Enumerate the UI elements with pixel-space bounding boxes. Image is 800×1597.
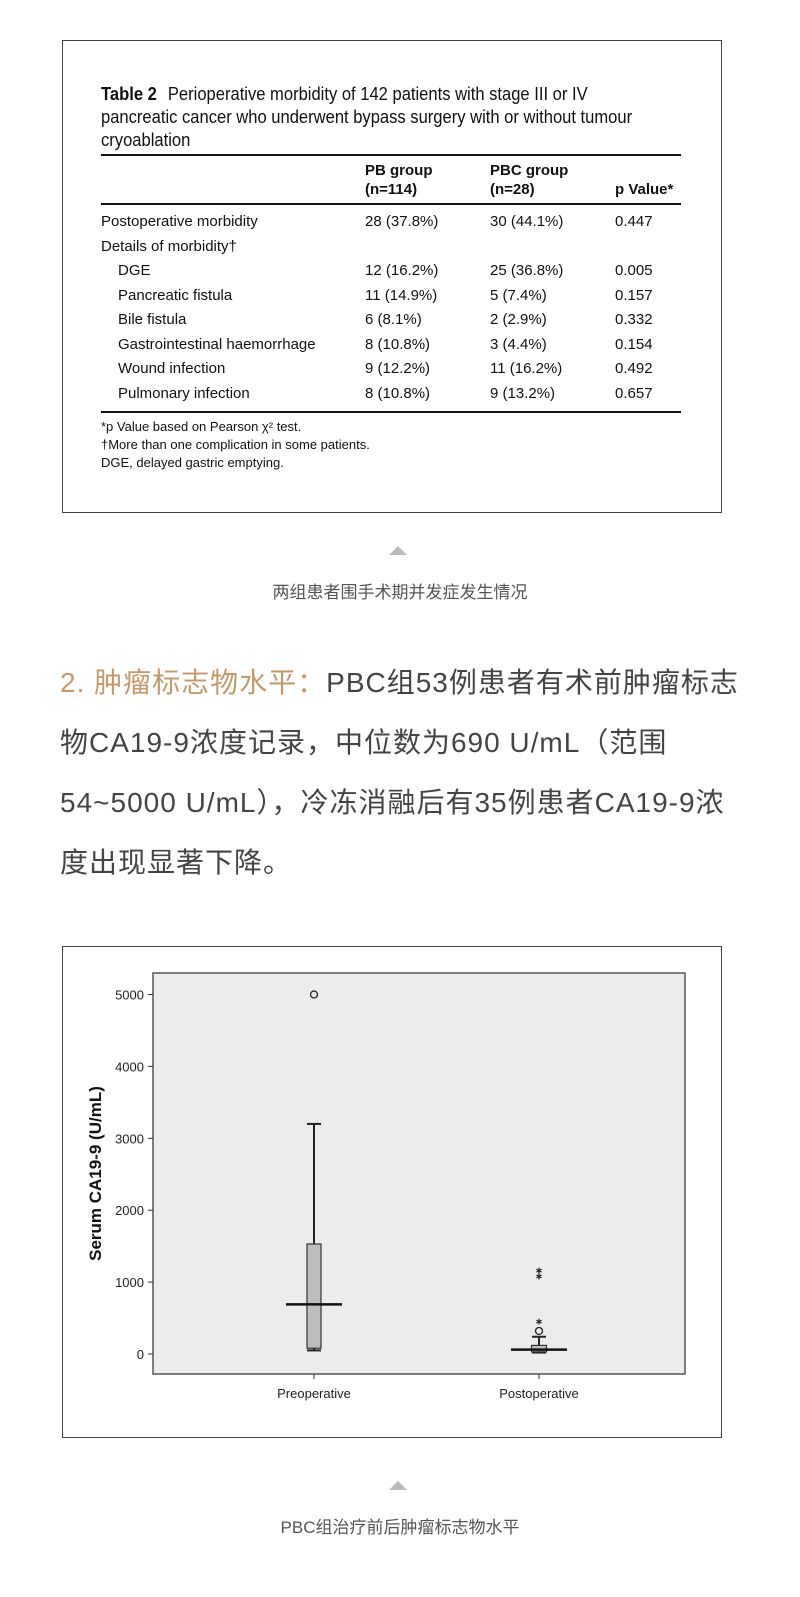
footnotes: *p Value based on Pearson χ² test. †More… — [101, 418, 370, 472]
y-tick-label: 0 — [137, 1347, 144, 1362]
table-caption: Table 2 Perioperative morbidity of 142 pa… — [101, 83, 653, 152]
caption-triangle-icon — [389, 1481, 407, 1490]
table-top-rule — [101, 154, 681, 156]
outlier-circle — [534, 1326, 544, 1336]
table-row: Gastrointestinal haemorrhage 8 (10.8%) 3 (… — [101, 336, 681, 356]
outlier-circle — [309, 990, 319, 999]
cell-p: 0.157 — [615, 286, 653, 304]
cell-pbc: 2 (2.9%) — [490, 311, 547, 328]
cell-pb: 9 (12.2%) — [365, 360, 431, 377]
cell-label: Details of morbidity† — [101, 237, 237, 255]
cell-pb: 12 (16.2%) — [365, 262, 439, 279]
cell-label: Wound infection — [118, 360, 226, 377]
cell-p: 0.332 — [615, 311, 653, 328]
cell-label: Bile fistula — [118, 311, 187, 328]
footnote: *p Value based on Pearson χ² test. — [101, 419, 302, 434]
cell-pbc: 30 (44.1%) — [490, 213, 564, 230]
header-pbc: PBC group (n=28) — [490, 161, 568, 199]
cell-pbc: 5 (7.4%) — [490, 286, 547, 304]
cell-pb: 28 (37.8%) — [365, 213, 439, 230]
chart-figure: 0 1000 2000 3000 4000 5000 Serum CA19-9 (U/mL)… — [62, 946, 722, 1438]
x-tick-label: Preoperative — [277, 1386, 351, 1401]
header-pbc-line1: PBC group — [490, 162, 569, 179]
y-tick-label: 3000 — [115, 1131, 144, 1146]
footnote: DGE, delayed gastric emptying. — [101, 455, 284, 470]
paragraph-heading: 2. 肿瘤标志物水平： — [60, 667, 327, 698]
cell-p: 0.005 — [615, 262, 653, 279]
paragraph-body: PBC组53例患者有术前肿瘤标志物CA19-9浓度记录，中位数为690 U/mL… — [60, 667, 739, 878]
cell-pb: 8 (10.8%) — [365, 335, 431, 353]
table-row: Bile fistula 6 (8.1%) 2 (2.9%) 0.332 — [101, 311, 681, 331]
table-row: Details of morbidity† — [101, 238, 681, 258]
outlier-star — [536, 1318, 542, 1325]
header-pb: PB group (n=114) — [365, 161, 433, 199]
cell-pb: 6 (8.1%) — [365, 311, 422, 328]
caption-triangle-icon — [389, 546, 407, 555]
cell-pbc: 3 (4.4%) — [490, 335, 547, 353]
cell-pb: 8 (10.8%) — [365, 384, 431, 402]
cell-pbc: 11 (16.2%) — [490, 360, 563, 377]
table-row: DGE 12 (16.2%) 25 (36.8%) 0.005 — [101, 262, 681, 282]
table-row: Wound infection 9 (12.2%) 11 (16.2%) 0.492 — [101, 360, 681, 380]
header-p: p Value* — [615, 181, 674, 198]
chart-figure-caption: PBC组治疗前后肿瘤标志物水平 — [280, 1518, 520, 1537]
y-tick-label: 2000 — [115, 1203, 144, 1218]
cell-pb: 11 (14.9%) — [365, 286, 438, 304]
plot-area — [152, 972, 686, 1375]
header-pb-line1: PB group — [365, 162, 433, 179]
box — [306, 1243, 322, 1349]
box-plot: 0 1000 2000 3000 4000 5000 Serum CA19-9 (U/mL)… — [86, 972, 686, 1401]
table-figure-caption: 两组患者围手术期并发症发生情况 — [272, 583, 528, 602]
paragraph: 2. 肿瘤标志物水平：PBC组53例患者有术前肿瘤标志物CA19-9浓度记录，中… — [60, 653, 740, 893]
y-axis-label: Serum CA19-9 (U/mL) — [86, 1086, 105, 1261]
outlier-star — [536, 1267, 542, 1274]
header-pb-line2: (n=114) — [365, 181, 418, 198]
table-caption-text: Perioperative morbidity of 142 patients … — [101, 84, 633, 150]
y-tick-label: 5000 — [115, 988, 144, 1003]
table-row: Postoperative morbidity 28 (37.8%) 30 (44.… — [101, 213, 681, 233]
cell-label: Pancreatic fistula — [118, 286, 233, 304]
outlier-star — [536, 1273, 542, 1280]
cell-label: Gastrointestinal haemorrhage — [118, 335, 316, 353]
table-header: PB group (n=114) PBC group (n=28) p Value* — [101, 161, 681, 201]
y-tick-label: 1000 — [115, 1275, 144, 1290]
x-tick-label: Postoperative — [499, 1386, 579, 1401]
cell-label: DGE — [118, 262, 151, 279]
cell-label: Postoperative morbidity — [101, 213, 258, 230]
table-row: Pulmonary infection 8 (10.8%) 9 (13.2%) 0.6… — [101, 385, 681, 405]
cell-p: 0.657 — [615, 384, 653, 402]
cell-p: 0.447 — [615, 213, 653, 230]
cell-pbc: 9 (13.2%) — [490, 384, 556, 402]
cell-label: Pulmonary infection — [118, 384, 250, 402]
footnote: †More than one complication in some pati… — [101, 437, 370, 452]
table-label: Table 2 — [101, 84, 157, 104]
table-header-rule — [101, 203, 681, 205]
y-tick-label: 4000 — [115, 1059, 144, 1074]
cell-p: 0.154 — [615, 335, 653, 353]
header-pbc-line2: (n=28) — [490, 181, 535, 198]
table-bottom-rule — [101, 411, 681, 413]
cell-pbc: 25 (36.8%) — [490, 262, 564, 279]
table-row: Pancreatic fistula 11 (14.9%) 5 (7.4%) 0.15… — [101, 287, 681, 307]
table-figure: Table 2 Perioperative morbidity of 142 pa… — [62, 40, 722, 513]
cell-p: 0.492 — [615, 360, 653, 377]
